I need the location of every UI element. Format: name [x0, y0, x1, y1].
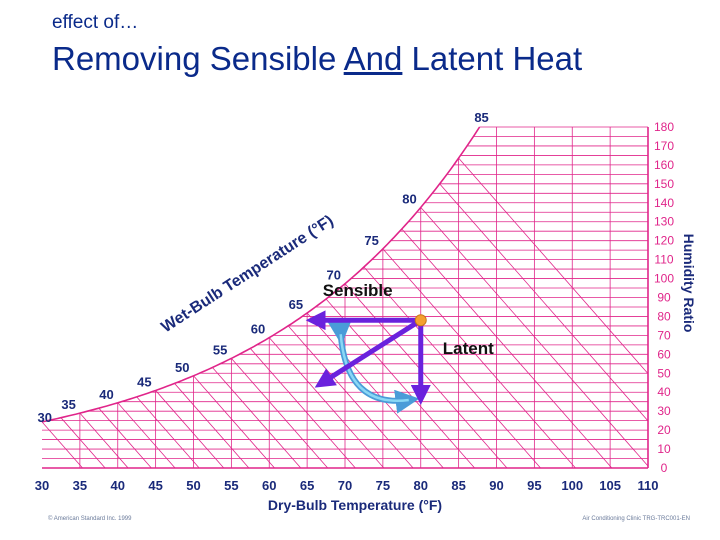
x-tick-label: 60 [262, 478, 276, 493]
state-point [414, 314, 427, 327]
y-tick-label: 10 [657, 442, 671, 456]
x-tick-label: 110 [638, 478, 659, 493]
wet-bulb-line [41, 421, 83, 469]
y-tick-label: 0 [661, 461, 668, 475]
wet-bulb-labels: 30 35 40 45 50 55 60 65 70 75 80 85 [38, 110, 489, 425]
x-tick-label: 50 [186, 478, 200, 493]
y-tick-label: 70 [657, 328, 671, 342]
x-tick-label: 30 [35, 478, 49, 493]
wet-bulb-label: 40 [99, 387, 113, 402]
title-part-1: Removing Sensible [52, 40, 344, 77]
x-tick-label: 40 [111, 478, 125, 493]
wet-bulb-label: 85 [474, 110, 488, 125]
wet-bulb-line [344, 283, 508, 469]
wet-bulb-label: 70 [327, 268, 341, 283]
wet-bulb-label: 50 [175, 360, 189, 375]
wet-bulb-line [420, 207, 649, 467]
y-tick-label: 130 [654, 215, 674, 229]
saturation-curve [41, 126, 481, 423]
humidity-gridlines [42, 126, 648, 459]
y-tick-label: 170 [654, 139, 674, 153]
wet-bulb-label: 55 [213, 342, 227, 357]
y-tick-label: 40 [657, 385, 671, 399]
wet-bulb-label: 35 [61, 397, 75, 412]
wet-bulb-line [268, 337, 385, 469]
x-tick-label: 100 [561, 478, 583, 493]
y-tick-label: 180 [654, 120, 674, 134]
wet-bulb-label: 30 [38, 410, 52, 425]
wet-bulb-line [231, 358, 329, 469]
x-tick-label: 80 [414, 478, 428, 493]
wet-bulb-line [458, 157, 649, 374]
footer-course-id: Air Conditioning Clinic TRG-TRC001-EN [582, 516, 690, 522]
x-tick-label: 85 [451, 478, 465, 493]
wet-bulb-line [363, 266, 541, 469]
sensible-label: Sensible [323, 281, 393, 300]
wet-bulb-line [60, 417, 106, 469]
wet-bulb-line [174, 383, 250, 469]
x-tick-label: 90 [489, 478, 503, 493]
wet-bulb-line [79, 412, 129, 469]
wet-bulb-label: 65 [289, 297, 303, 312]
wet-bulb-line [401, 228, 613, 469]
wet-bulb-label: 60 [251, 322, 265, 337]
wet-bulb-line [155, 390, 225, 469]
x-tick-label: 65 [300, 478, 314, 493]
x-tick-label: 55 [224, 478, 238, 493]
wet-bulb-line [250, 348, 356, 469]
x-axis-title: Dry-Bulb Temperature (°F) [268, 497, 442, 513]
y-tick-label: 60 [657, 347, 671, 361]
y-tick-label: 160 [654, 158, 674, 172]
wet-bulb-line [136, 396, 200, 469]
combined-process-arrow [314, 318, 423, 388]
y-tick-label: 90 [657, 291, 671, 305]
slide-title: Removing Sensible And Latent Heat [52, 40, 582, 78]
y-tick-labels: 0 10 20 30 40 50 60 70 80 90 100 110 120 130 140 150 160… [654, 120, 674, 475]
slide-subtitle: effect of… [52, 12, 139, 33]
wet-bulb-curve-title: Wet-Bulb Temperature (°F) [158, 212, 336, 336]
process-arrows: Sensible Latent [305, 281, 494, 414]
y-axis-title: Humidity Ratio [681, 234, 697, 333]
x-tick-label: 105 [599, 478, 621, 493]
title-underlined-word: And [343, 40, 403, 77]
latent-label: Latent [443, 339, 494, 358]
wet-bulb-label: 75 [364, 233, 378, 248]
y-tick-label: 80 [657, 309, 671, 323]
wet-bulb-line [98, 407, 152, 469]
x-tick-labels: 30 35 40 45 50 55 60 65 70 75 80 85 90 95 100 105 110 [35, 478, 659, 493]
y-tick-label: 120 [654, 234, 674, 248]
wet-bulb-label: 45 [137, 374, 151, 389]
x-tick-label: 45 [148, 478, 162, 493]
wet-bulb-line [212, 367, 302, 469]
y-tick-label: 20 [657, 423, 671, 437]
y-tick-label: 110 [654, 253, 673, 267]
wet-bulb-line [193, 375, 275, 469]
wet-bulb-line [117, 402, 176, 469]
x-tick-label: 75 [376, 478, 390, 493]
wet-bulb-label: 80 [402, 191, 416, 206]
wet-bulb-line [382, 248, 576, 469]
y-tick-label: 30 [657, 404, 671, 418]
footer-copyright: © American Standard Inc. 1999 [48, 516, 132, 522]
wet-bulb-line [439, 183, 649, 422]
x-tick-label: 95 [527, 478, 541, 493]
y-tick-label: 150 [654, 177, 674, 191]
wet-bulb-line [325, 298, 475, 469]
y-tick-label: 50 [657, 366, 671, 380]
y-tick-label: 100 [654, 272, 674, 286]
x-tick-label: 35 [73, 478, 87, 493]
y-tick-label: 140 [654, 196, 674, 210]
combined-process-curved-arrow-highlight [339, 334, 409, 403]
x-tick-label: 70 [338, 478, 352, 493]
title-part-2: Latent Heat [402, 40, 583, 77]
